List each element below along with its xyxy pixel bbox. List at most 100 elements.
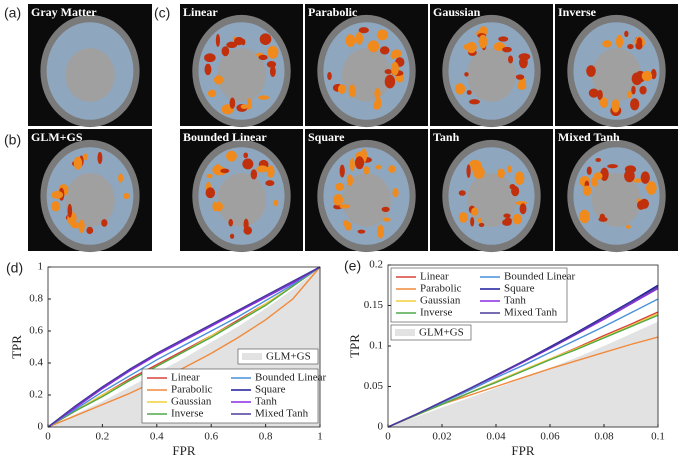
activation: [229, 233, 235, 239]
activation: [599, 97, 609, 108]
activation: [226, 150, 237, 162]
activation: [363, 166, 370, 175]
activation: [266, 61, 277, 68]
legend-swatch: [395, 329, 415, 336]
activation: [256, 165, 269, 173]
legend-label: Mixed Tanh: [255, 408, 309, 420]
activation: [267, 45, 279, 59]
activation: [611, 99, 620, 113]
activation: [242, 158, 254, 170]
activation: [615, 34, 624, 48]
x-tick-label: 0: [45, 431, 51, 443]
activation: [630, 98, 640, 111]
activation: [355, 32, 364, 45]
y-tick-label: 0.05: [364, 380, 384, 392]
brain-core: [591, 173, 642, 227]
activation: [228, 218, 234, 227]
activation: [579, 209, 590, 224]
activation: [220, 168, 230, 174]
legend-label: Bounded Linear: [255, 372, 327, 384]
plot-frame: [47, 266, 321, 428]
activation: [243, 152, 249, 159]
line: [47, 266, 321, 428]
x-tick-label: 0.1: [651, 431, 665, 443]
legend-label: Parabolic: [171, 384, 213, 396]
activation: [204, 53, 216, 63]
activation: [517, 81, 527, 90]
legend-label: Tanh: [504, 295, 526, 307]
image-title: Parabolic: [308, 5, 358, 19]
y-tick-label: 0.8: [29, 293, 43, 305]
activation: [497, 168, 505, 179]
activation: [358, 27, 369, 34]
image-title: Gray Matter: [31, 5, 97, 19]
activation: [376, 29, 389, 41]
activation: [213, 75, 224, 85]
activation: [478, 34, 488, 49]
activation: [342, 220, 349, 227]
x-tick-label: 0: [385, 431, 391, 443]
activation: [234, 36, 244, 46]
activation: [464, 72, 469, 77]
activation: [633, 178, 643, 183]
panel-label: (b): [4, 132, 21, 148]
x-axis-label: FPR: [172, 443, 195, 458]
x-tick-label: 0.6: [204, 431, 218, 443]
brain-core: [466, 48, 517, 102]
legend-label: Inverse: [171, 408, 203, 420]
x-tick-label: 0.08: [594, 431, 614, 443]
legend-box: [141, 368, 319, 424]
activation: [637, 200, 646, 210]
activation: [333, 194, 344, 206]
activation: [470, 216, 475, 227]
line: [387, 314, 659, 428]
y-axis-label: TPR: [9, 335, 24, 359]
legend-label: Linear: [420, 271, 449, 283]
brain-core: [341, 173, 392, 227]
y-tick-label: 0.2: [369, 259, 383, 271]
activation: [67, 203, 73, 218]
activation: [339, 164, 345, 178]
image-title: Inverse: [558, 5, 597, 19]
activation: [640, 171, 650, 184]
brain-core: [216, 48, 267, 102]
activation: [627, 90, 633, 99]
y-tick-label: 0.4: [29, 357, 43, 369]
line: [387, 286, 659, 428]
image-title: Bounded Linear: [183, 130, 267, 144]
activation: [625, 224, 631, 229]
legend-label: Tanh: [255, 396, 277, 408]
legend-label: Gaussian: [171, 396, 212, 408]
activation: [391, 49, 402, 58]
activation: [504, 217, 512, 225]
activation: [635, 42, 643, 50]
activation: [348, 84, 356, 98]
image-title: Mixed Tanh: [558, 130, 620, 144]
activation: [624, 30, 629, 38]
x-tick-label: 0.02: [432, 431, 451, 443]
x-tick-label: 0.4: [150, 431, 164, 443]
activation: [229, 97, 236, 109]
brain-core: [65, 173, 115, 227]
brain-core: [65, 48, 115, 102]
activation: [205, 187, 216, 199]
activation: [468, 99, 480, 105]
activation: [519, 203, 527, 215]
activation: [502, 46, 512, 53]
activation: [247, 98, 252, 110]
activation: [70, 221, 80, 229]
legend-label: Parabolic: [420, 283, 462, 295]
activation: [349, 157, 355, 172]
x-axis-label: FPR: [511, 443, 534, 458]
activation: [221, 46, 230, 57]
activation: [273, 199, 279, 207]
activation: [118, 173, 124, 183]
legend-box: [390, 267, 568, 323]
y-axis-label: TPR: [347, 334, 362, 358]
y-tick-label: 1: [38, 261, 44, 273]
activation: [243, 218, 249, 231]
legend-label: Inverse: [420, 307, 452, 319]
activation: [374, 88, 381, 99]
activation: [384, 69, 392, 75]
activation: [354, 156, 365, 170]
